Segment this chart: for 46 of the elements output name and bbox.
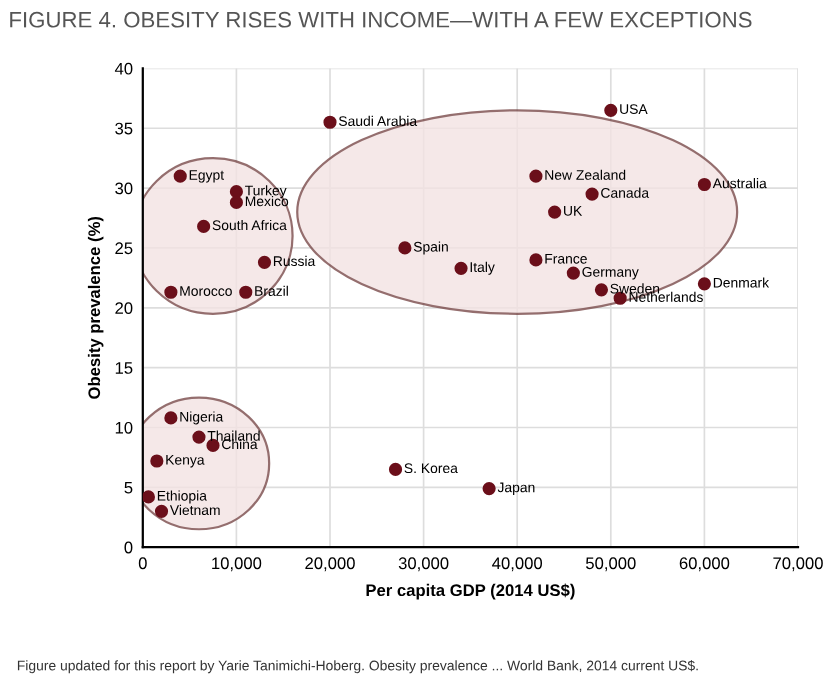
- y-tick-label: 35: [115, 122, 133, 135]
- y-tick-label: 25: [115, 242, 133, 255]
- point: [192, 430, 206, 444]
- point: [323, 115, 337, 129]
- point: [239, 285, 253, 299]
- point: [164, 411, 178, 425]
- point: [142, 490, 155, 504]
- point: [566, 266, 580, 280]
- x-tick-label: 60,000: [679, 557, 730, 572]
- y-tick-label: 40: [114, 62, 133, 75]
- x-tick-label: 20,000: [305, 557, 355, 572]
- x-tick-label: 70,000: [773, 557, 823, 572]
- point: [604, 103, 618, 117]
- point: [529, 169, 543, 183]
- point: [697, 277, 711, 291]
- point: [398, 241, 412, 255]
- point: [548, 205, 562, 219]
- x-tick-label: 0: [138, 557, 147, 570]
- x-tick-label: 10,000: [212, 557, 262, 572]
- point: [150, 454, 164, 468]
- point: [164, 285, 178, 299]
- point: [585, 187, 599, 201]
- y-tick-label: 30: [115, 182, 133, 195]
- point: [594, 283, 609, 297]
- point: [197, 219, 211, 233]
- y-tick-label: 0: [124, 541, 133, 554]
- point: [229, 185, 243, 199]
- point: [229, 195, 243, 210]
- point: [154, 504, 169, 518]
- point: [257, 255, 272, 269]
- point: [482, 481, 496, 496]
- y-tick-label: 15: [115, 362, 133, 374]
- x-tick-label: 40,000: [492, 557, 543, 572]
- x-axis-title: Per capita GDP (2014 US$): [366, 583, 575, 600]
- point: [697, 177, 711, 192]
- chart-title: FIGURE 4. OBESITY RISES WITH INCOME—WITH A FEW EXCEPTIONS: [10, 11, 752, 28]
- point: [173, 169, 187, 183]
- point: [388, 462, 403, 476]
- y-tick-label: 10: [115, 421, 133, 434]
- y-axis-title: Obesity prevalence (%): [87, 216, 104, 399]
- x-tick-label: 50,000: [585, 557, 636, 572]
- x-tick-label: 30,000: [398, 557, 449, 572]
- point: [454, 261, 468, 275]
- y-tick-label: 20: [115, 302, 133, 314]
- point: [529, 253, 543, 267]
- y-tick-label: 5: [124, 481, 133, 494]
